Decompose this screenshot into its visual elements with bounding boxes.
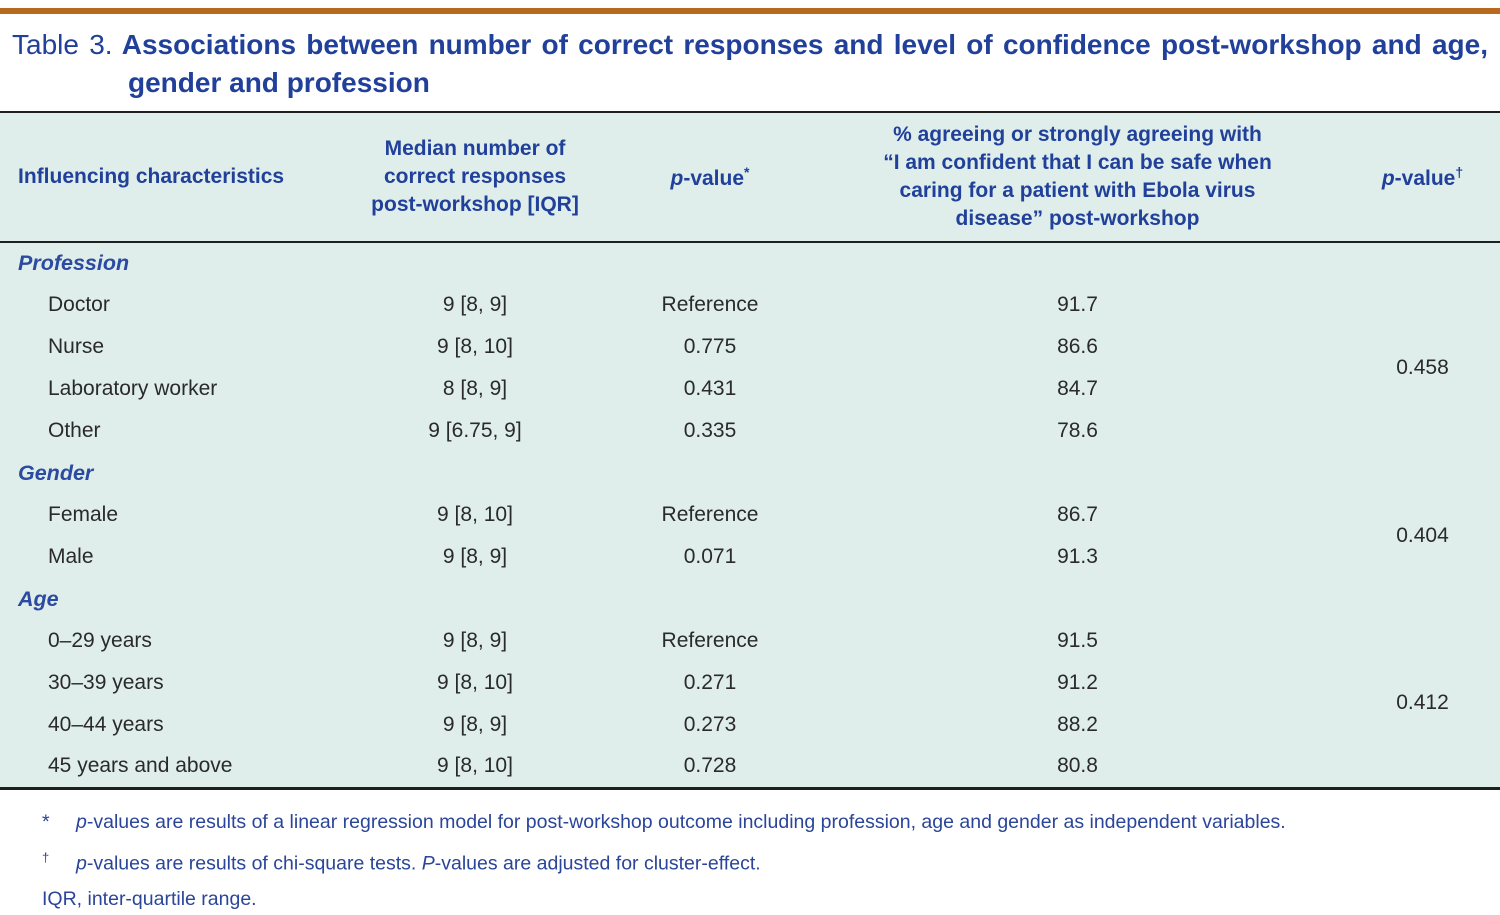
p-value-regression: 0.431 xyxy=(683,377,737,400)
p-value-chisquare-gender: 0.404 xyxy=(1396,524,1449,547)
median-value: 8 [8, 9] xyxy=(442,377,508,400)
footnote-chisquare: † p-values are results of chi-square test… xyxy=(42,840,1500,882)
section-row-gender: Gender xyxy=(0,452,1500,494)
associations-table: Influencing characteristics Median numbe… xyxy=(0,111,1500,790)
p-value-regression: 0.335 xyxy=(683,419,737,442)
median-value: 9 [8, 10] xyxy=(437,335,513,358)
table-title-text: Associations between number of correct r… xyxy=(121,29,1488,60)
table-title: Table 3. Associations between number of … xyxy=(0,14,1500,102)
table-row: Other 9 [6.75, 9] 0.335 78.6 xyxy=(0,410,1500,452)
accent-bar xyxy=(0,8,1500,14)
col-header-median-responses: Median number of correct responses post-… xyxy=(340,112,610,243)
section-row-profession: Profession xyxy=(0,242,1500,284)
row-label-doctor: Doctor xyxy=(48,293,110,316)
median-value: 9 [8, 9] xyxy=(442,293,508,316)
p-value-regression: 0.728 xyxy=(683,754,737,778)
p-value-regression: 0.271 xyxy=(683,671,737,694)
row-label-other: Other xyxy=(48,419,101,442)
table-row: 45 years and above 9 [8, 10] 0.728 80.8 xyxy=(0,746,1500,788)
percent-value: 88.2 xyxy=(1057,713,1098,736)
section-row-age: Age xyxy=(0,578,1500,620)
median-value: 9 [8, 10] xyxy=(437,503,513,526)
p-value-chisquare-profession: 0.458 xyxy=(1396,356,1449,379)
percent-value: 80.8 xyxy=(1057,754,1098,778)
col-header-percent-confidence: % agreeing or strongly agreeing with “I … xyxy=(810,112,1345,243)
percent-value: 78.6 xyxy=(1057,419,1098,442)
asterisk-symbol: * xyxy=(42,810,50,833)
row-label-40-44-years: 40–44 years xyxy=(48,713,164,736)
median-value: 9 [8, 9] xyxy=(442,629,508,652)
percent-value: 86.7 xyxy=(1057,503,1098,526)
col-header-influencing-characteristics: Influencing characteristics xyxy=(0,112,340,243)
row-label-male: Male xyxy=(48,545,94,568)
p-value-regression: 0.775 xyxy=(683,335,737,358)
footnote-iqr: IQR, inter-quartile range. xyxy=(42,888,257,910)
median-value: 9 [8, 10] xyxy=(437,671,513,694)
median-value: 9 [8, 10] xyxy=(437,754,513,778)
row-label-30-39-years: 30–39 years xyxy=(48,671,164,694)
table-row: Female 9 [8, 10] Reference 86.7 0.404 xyxy=(0,494,1500,547)
percent-value: 91.7 xyxy=(1057,293,1098,316)
table-row: 0–29 years 9 [8, 9] Reference 91.5 0.412 xyxy=(0,620,1500,714)
table-row: 40–44 years 9 [8, 9] 0.273 88.2 xyxy=(0,704,1500,746)
median-value: 9 [6.75, 9] xyxy=(428,419,522,442)
col-header-p-value-chisquare: p-value† xyxy=(1345,112,1500,243)
table-title-line2: gender and profession xyxy=(128,67,430,98)
percent-value: 84.7 xyxy=(1057,377,1098,400)
row-label-female: Female xyxy=(48,503,119,526)
table-row: Laboratory worker 8 [8, 9] 0.431 84.7 xyxy=(0,368,1500,410)
row-label-45-years-and-above: 45 years and above xyxy=(48,754,233,778)
col-header-p-value-regression: p-value* xyxy=(610,112,810,243)
section-label-age: Age xyxy=(18,586,59,611)
percent-value: 86.6 xyxy=(1057,335,1098,358)
table-header-row: Influencing characteristics Median numbe… xyxy=(0,112,1500,243)
table-row: 30–39 years 9 [8, 10] 0.271 91.2 xyxy=(0,662,1500,704)
p-value-regression: Reference xyxy=(661,629,759,652)
row-label-0-29-years: 0–29 years xyxy=(48,629,152,652)
median-value: 9 [8, 9] xyxy=(442,545,508,568)
footnotes: * p-values are results of a linear regres… xyxy=(0,804,1500,915)
row-label-laboratory-worker: Laboratory worker xyxy=(48,377,218,400)
p-value-regression: Reference xyxy=(661,503,759,526)
p-value-regression: Reference xyxy=(661,293,759,316)
percent-value: 91.5 xyxy=(1057,629,1098,652)
p-value-chisquare-age: 0.412 xyxy=(1396,691,1449,715)
percent-value: 91.3 xyxy=(1057,545,1098,568)
table-row: Male 9 [8, 9] 0.071 91.3 xyxy=(0,536,1500,578)
dagger-symbol: † xyxy=(42,849,50,865)
p-value-regression: 0.071 xyxy=(683,545,737,568)
table-title-line1: Table 3. Associations between number of … xyxy=(12,26,1488,64)
section-label-gender: Gender xyxy=(18,460,94,485)
table-row: Nurse 9 [8, 10] 0.775 86.6 xyxy=(0,326,1500,368)
table-row: Doctor 9 [8, 9] Reference 91.7 0.458 xyxy=(0,284,1500,379)
footnote-regression: * p-values are results of a linear regres… xyxy=(42,804,1500,840)
p-value-regression: 0.273 xyxy=(683,713,737,736)
section-label-profession: Profession xyxy=(18,251,130,275)
median-value: 9 [8, 9] xyxy=(442,713,508,736)
table-number-label: Table 3. xyxy=(12,29,113,60)
row-label-nurse: Nurse xyxy=(48,335,105,358)
percent-value: 91.2 xyxy=(1057,671,1098,694)
